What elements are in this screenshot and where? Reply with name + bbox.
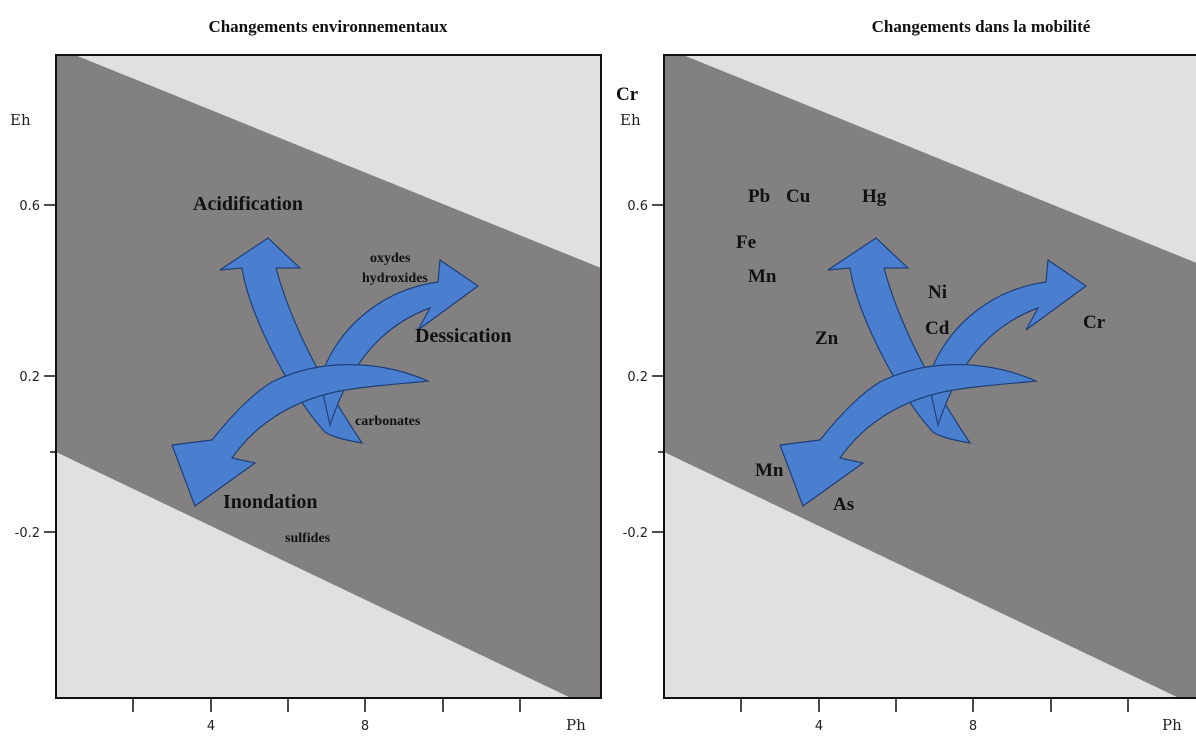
left-ylabel: Eh [10, 111, 31, 129]
right-xtick-8: 8 [969, 719, 977, 734]
element-cr-right: Cr [1083, 312, 1106, 333]
label-hydroxides: hydroxides [362, 271, 428, 286]
element-fe: Fe [736, 232, 756, 253]
element-pb: Pb [748, 186, 770, 207]
label-sulfides: sulfides [285, 531, 331, 546]
label-oxydes: oxydes [370, 251, 411, 266]
right-ytick-0-6: 0.6 [627, 199, 648, 214]
right-panel: Changements dans la mobilité Eh Ph 0.6 0… [616, 17, 1196, 734]
right-ylabel: Eh [620, 111, 641, 129]
left-ytick-0-6: 0.6 [19, 199, 40, 214]
label-acidification: Acidification [193, 193, 303, 215]
element-zn: Zn [815, 328, 839, 349]
label-inondation: Inondation [223, 491, 318, 513]
element-cd: Cd [925, 318, 950, 339]
left-panel: Changements environnementaux Eh Ph 0.6 0… [10, 17, 602, 734]
element-ni: Ni [928, 282, 947, 303]
label-dessication: Dessication [415, 325, 512, 347]
right-ytick-0-2: 0.2 [627, 370, 648, 385]
element-mn-lower: Mn [755, 460, 784, 481]
element-hg: Hg [862, 186, 887, 207]
right-xtick-4: 4 [815, 719, 823, 734]
left-xtick-4: 4 [207, 719, 215, 734]
element-cu: Cu [786, 186, 811, 207]
left-ytick-neg-0-2: -0.2 [15, 526, 40, 541]
left-ytick-0-2: 0.2 [19, 370, 40, 385]
label-carbonates: carbonates [355, 414, 421, 429]
right-ytick-neg-0-2: -0.2 [623, 526, 648, 541]
left-xtick-8: 8 [361, 719, 369, 734]
element-cr-top: Cr [616, 84, 639, 105]
element-mn-upper: Mn [748, 266, 777, 287]
element-as: As [833, 494, 854, 515]
right-panel-title: Changements dans la mobilité [872, 17, 1091, 36]
right-xlabel: Ph [1162, 716, 1182, 734]
left-panel-title: Changements environnementaux [208, 17, 448, 36]
left-xlabel: Ph [566, 716, 586, 734]
